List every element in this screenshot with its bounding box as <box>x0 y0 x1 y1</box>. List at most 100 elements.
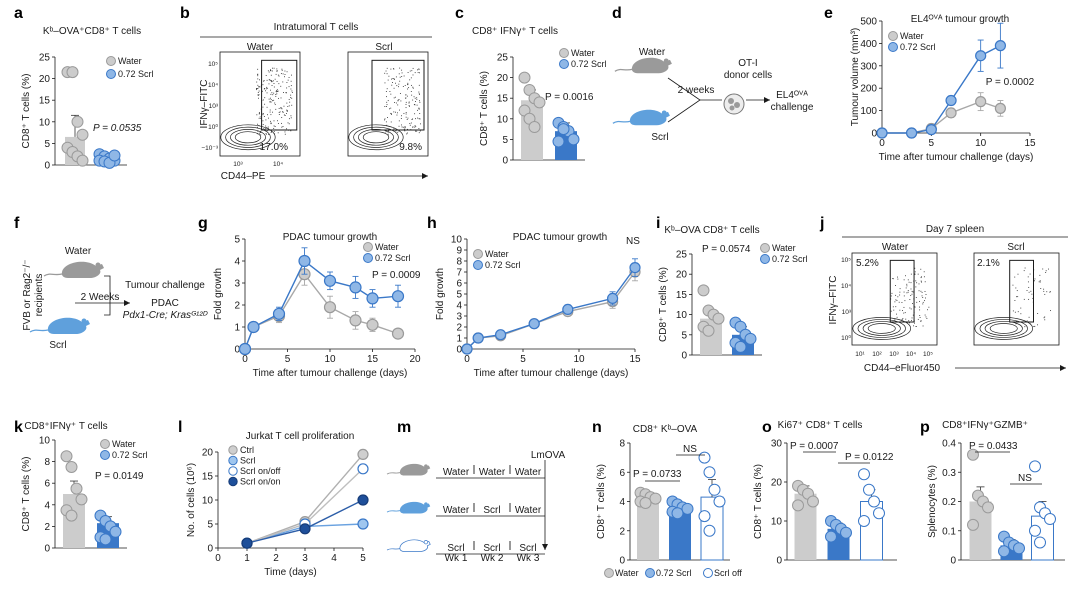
event-dot <box>892 306 894 308</box>
x-tick-label: 5 <box>520 354 526 365</box>
y-tick-label: 10 <box>39 436 51 447</box>
legend-label: Scrl <box>240 456 256 466</box>
y-tick-label: 0 <box>234 345 240 356</box>
event-dot <box>405 103 407 105</box>
data-point <box>349 281 362 294</box>
event-dot <box>288 98 290 100</box>
legend-marker <box>473 249 483 259</box>
schematic-label: PDAC <box>151 298 179 309</box>
data-point <box>391 327 405 340</box>
y-tick-label: 0 <box>207 544 213 555</box>
event-dot <box>270 70 271 71</box>
y-tick-label: 6 <box>44 479 50 490</box>
event-dot <box>270 69 271 71</box>
event-dot <box>390 107 392 109</box>
data-point <box>533 96 546 109</box>
event-dot <box>271 131 272 133</box>
x-axis-label: CD44–eFluor450 <box>864 363 941 374</box>
legend-label: Water <box>772 243 796 253</box>
event-dot <box>401 76 403 78</box>
event-dot <box>267 70 269 72</box>
event-dot <box>257 131 259 133</box>
event-dot <box>419 100 421 102</box>
y-tick-label: 4 <box>619 497 625 508</box>
event-dot <box>899 288 901 290</box>
event-dot <box>266 87 268 89</box>
mouse-tail <box>386 510 401 513</box>
y-tick-label: 10³ <box>842 309 852 316</box>
data-point <box>557 123 570 136</box>
event-dot <box>920 290 922 292</box>
event-dot <box>419 130 421 132</box>
event-dot <box>273 92 275 94</box>
event-dot <box>390 68 392 70</box>
event-dot <box>400 124 402 126</box>
event-dot <box>393 78 395 80</box>
event-dot <box>1030 323 1032 325</box>
event-dot <box>414 130 416 132</box>
event-dot <box>274 102 276 104</box>
event-dot <box>404 97 406 99</box>
title-b: Intratumoral T cells <box>274 22 359 33</box>
event-dot <box>265 133 267 135</box>
event-dot <box>284 114 286 116</box>
mouse-tail <box>614 68 633 72</box>
event-dot <box>416 98 418 100</box>
event-dot <box>923 271 925 273</box>
event-dot <box>895 294 897 296</box>
event-dot <box>1033 326 1035 328</box>
event-dot <box>270 99 272 101</box>
x-axis-label: Time after tumour challenge (days) <box>474 368 629 379</box>
event-dot <box>280 73 282 75</box>
event-dot <box>275 108 277 110</box>
p-value: P = 0.0149 <box>95 471 144 482</box>
event-dot <box>1030 290 1032 292</box>
y-axis-label: CD8⁺ T cells (%) <box>21 74 32 149</box>
event-dot <box>290 80 292 82</box>
event-dot <box>290 130 292 132</box>
y-axis-label: Fold growth <box>213 268 224 320</box>
y-tick-label: 10 <box>771 517 783 528</box>
mouse-icon-scrl <box>29 317 90 334</box>
mouse-tail <box>386 472 401 475</box>
event-dot <box>275 94 277 95</box>
data-point <box>703 524 716 537</box>
event-dot <box>273 83 275 84</box>
event-dot <box>910 308 912 310</box>
event-dot <box>285 113 287 114</box>
event-dot <box>266 86 268 88</box>
event-dot <box>402 86 404 87</box>
data-point <box>349 314 362 327</box>
treatment-label: Water <box>515 467 542 478</box>
event-dot <box>398 125 400 127</box>
y-tick-label: 0.4 <box>942 439 956 450</box>
title-e: EL4ᴼⱽᴬ tumour growth <box>911 14 1009 25</box>
data-point <box>357 518 369 530</box>
event-dot <box>401 126 403 128</box>
event-dot <box>284 131 286 133</box>
event-dot <box>403 128 405 130</box>
legend-label: Water <box>900 31 924 41</box>
event-dot <box>419 93 420 95</box>
event-dot <box>262 99 264 101</box>
y-tick-label: 20 <box>39 74 51 85</box>
legend-marker <box>760 243 770 253</box>
event-dot <box>1027 276 1029 278</box>
event-dot <box>290 97 292 99</box>
event-dot <box>270 132 272 133</box>
data-point <box>703 466 716 479</box>
event-dot <box>393 111 395 113</box>
event-dot <box>896 299 898 301</box>
event-dot <box>914 273 916 275</box>
event-dot <box>418 132 420 134</box>
mouse-icon-row <box>386 501 431 514</box>
event-dot <box>406 119 408 120</box>
panel-label-i: i <box>656 215 660 232</box>
event-dot <box>267 114 268 116</box>
event-dot <box>919 306 921 308</box>
event-dot <box>903 295 905 297</box>
data-point <box>75 493 88 506</box>
event-dot <box>414 97 416 99</box>
event-dot <box>919 309 921 311</box>
event-dot <box>281 126 283 128</box>
